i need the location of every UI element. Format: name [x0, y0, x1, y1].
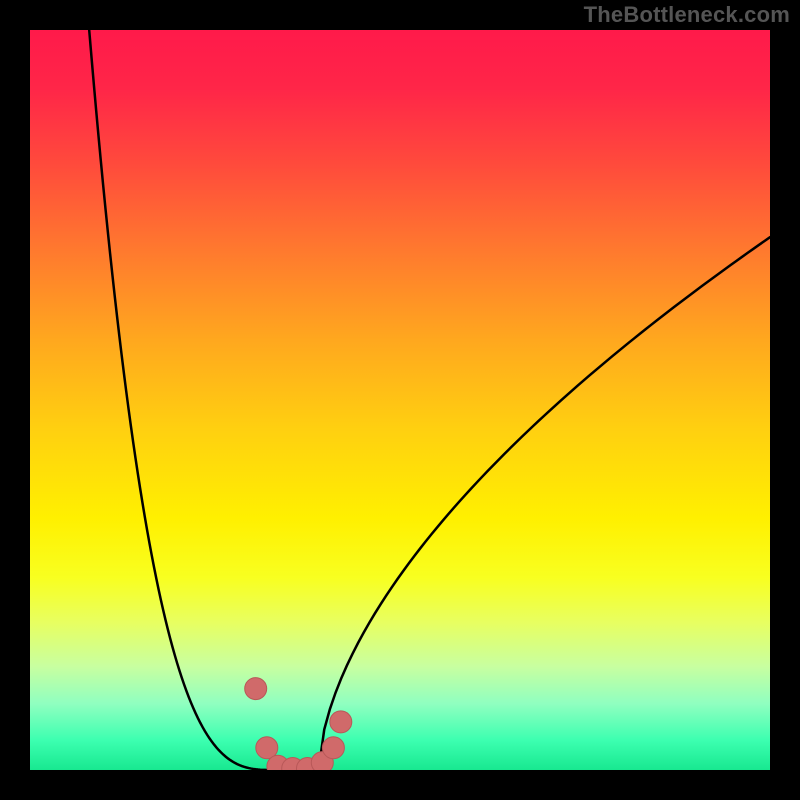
- chart-frame: TheBottleneck.com: [0, 0, 800, 800]
- watermark-text: TheBottleneck.com: [584, 2, 790, 28]
- bottleneck-curve-chart: [0, 0, 800, 800]
- marker-point: [245, 678, 267, 700]
- marker-point: [322, 737, 344, 759]
- marker-point: [330, 711, 352, 733]
- gradient-background: [30, 30, 770, 770]
